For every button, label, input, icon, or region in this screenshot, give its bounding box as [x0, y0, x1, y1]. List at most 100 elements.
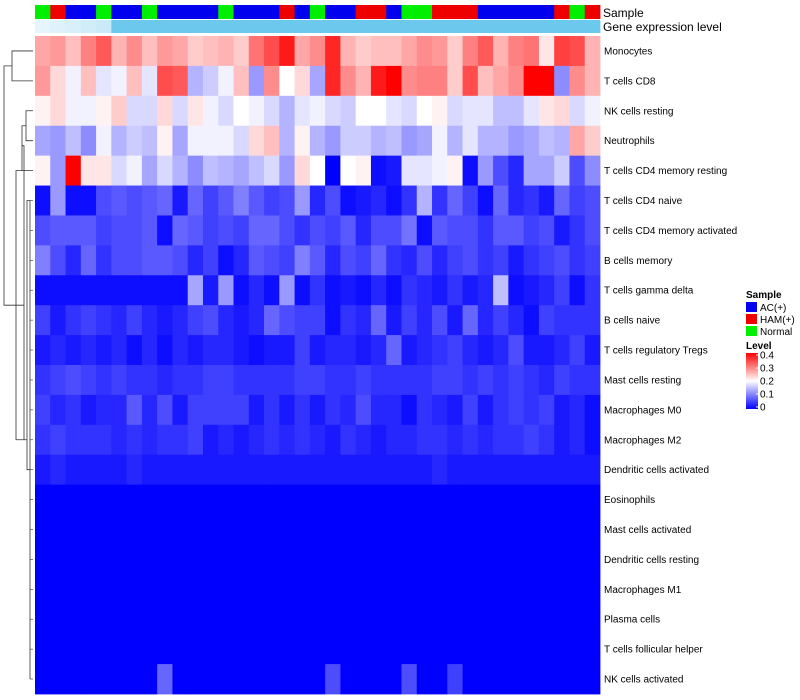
- expression-annotation-cell: [294, 20, 311, 33]
- heatmap-cell: [325, 454, 341, 486]
- heatmap-cell: [157, 275, 173, 306]
- heatmap-cell: [584, 484, 601, 515]
- heatmap-cell: [508, 544, 525, 575]
- heatmap-cell: [340, 634, 357, 665]
- heatmap-cell: [370, 245, 387, 276]
- sample-annotation-cell: [325, 5, 341, 19]
- heatmap-cell: [340, 544, 357, 575]
- expression-annotation-cell: [340, 20, 357, 33]
- sample-annotation-cell: [233, 5, 250, 19]
- heatmap-cell: [233, 335, 250, 366]
- heatmap-cell: [187, 454, 204, 486]
- heatmap-cell: [569, 544, 586, 575]
- heatmap-cell: [523, 245, 540, 276]
- heatmap-cell: [65, 36, 82, 67]
- heatmap-cell: [279, 36, 295, 67]
- heatmap-cell: [35, 365, 51, 396]
- heatmap-cell: [554, 65, 570, 97]
- heatmap-cell: [447, 424, 463, 456]
- heatmap-cell: [248, 36, 265, 67]
- heatmap-cell: [355, 604, 372, 635]
- heatmap-cell: [370, 185, 387, 216]
- heatmap-cell: [538, 604, 555, 635]
- sample-annotation-cell: [370, 5, 387, 19]
- heatmap-cell: [355, 454, 372, 486]
- heatmap-cells: [35, 36, 601, 695]
- heatmap-cell: [355, 125, 372, 157]
- heatmap-cell: [340, 155, 357, 186]
- heatmap-cell: [340, 215, 357, 246]
- heatmap-cell: [462, 215, 479, 246]
- heatmap-cell: [523, 305, 540, 336]
- heatmap-cell: [477, 275, 494, 306]
- heatmap-cell: [141, 36, 158, 67]
- heatmap-cell: [309, 514, 326, 545]
- heatmap-cell: [432, 424, 448, 456]
- heatmap-cell: [355, 574, 372, 605]
- heatmap-cell: [35, 65, 51, 97]
- heatmap-cell: [202, 305, 219, 336]
- sample-annotation-cell: [508, 5, 525, 19]
- heatmap-cell: [218, 65, 234, 97]
- heatmap-cell: [554, 155, 570, 186]
- heatmap-cell: [325, 664, 341, 695]
- heatmap-cell: [202, 394, 219, 426]
- heatmap-cell: [96, 394, 112, 426]
- heatmap-cell: [569, 424, 586, 456]
- heatmap-cell: [172, 185, 189, 216]
- annotation-tracks: Sample Gene expression level: [35, 5, 722, 34]
- heatmap-cell: [294, 664, 311, 695]
- heatmap-cell: [50, 604, 66, 635]
- heatmap-cell: [386, 394, 402, 426]
- heatmap-cell: [35, 125, 51, 157]
- expression-annotation-cell: [462, 20, 479, 33]
- heatmap-cell: [50, 155, 66, 186]
- expression-annotation-cell: [584, 20, 601, 33]
- heatmap-cell: [187, 245, 204, 276]
- heatmap-cell: [370, 544, 387, 575]
- heatmap-cell: [401, 574, 418, 605]
- heatmap-cell: [65, 335, 82, 366]
- heatmap-cell: [416, 634, 433, 665]
- row-label: B cells memory: [604, 256, 672, 267]
- heatmap-cell: [50, 245, 66, 276]
- heatmap-cell: [187, 394, 204, 426]
- expression-annotation-cell: [493, 20, 509, 33]
- heatmap-cell: [157, 215, 173, 246]
- heatmap-cell: [126, 245, 143, 276]
- heatmap-cell: [508, 125, 525, 157]
- heatmap-cell: [416, 544, 433, 575]
- heatmap-cell: [386, 275, 402, 306]
- heatmap-cell: [202, 65, 219, 97]
- heatmap-cell: [126, 305, 143, 336]
- heatmap-cell: [50, 634, 66, 665]
- heatmap-cell: [233, 365, 250, 396]
- dendrogram-branch: [15, 170, 24, 441]
- sample-annotation-cell: [294, 5, 311, 19]
- heatmap-cell: [386, 335, 402, 366]
- heatmap-cell: [187, 185, 204, 216]
- heatmap-cell: [65, 95, 82, 127]
- heatmap-cell: [80, 544, 97, 575]
- heatmap-cell: [554, 424, 570, 456]
- heatmap-cell: [35, 634, 51, 665]
- heatmap-cell: [386, 574, 402, 605]
- heatmap-cell: [554, 365, 570, 396]
- row-label: T cells CD4 memory resting: [604, 166, 727, 177]
- heatmap-cell: [447, 65, 463, 97]
- heatmap-cell: [401, 65, 418, 97]
- heatmap-cell: [35, 424, 51, 456]
- heatmap-cell: [447, 664, 463, 695]
- expression-annotation-cell: [432, 20, 448, 33]
- heatmap-cell: [65, 424, 82, 456]
- heatmap-cell: [309, 65, 326, 97]
- heatmap-cell: [309, 634, 326, 665]
- heatmap-cell: [264, 574, 280, 605]
- heatmap-cell: [477, 514, 494, 545]
- heatmap-cell: [493, 125, 509, 157]
- heatmap-cell: [523, 484, 540, 515]
- row-dendrogram: [3, 50, 33, 680]
- heatmap-cell: [493, 245, 509, 276]
- heatmap-cell: [569, 245, 586, 276]
- heatmap-cell: [202, 604, 219, 635]
